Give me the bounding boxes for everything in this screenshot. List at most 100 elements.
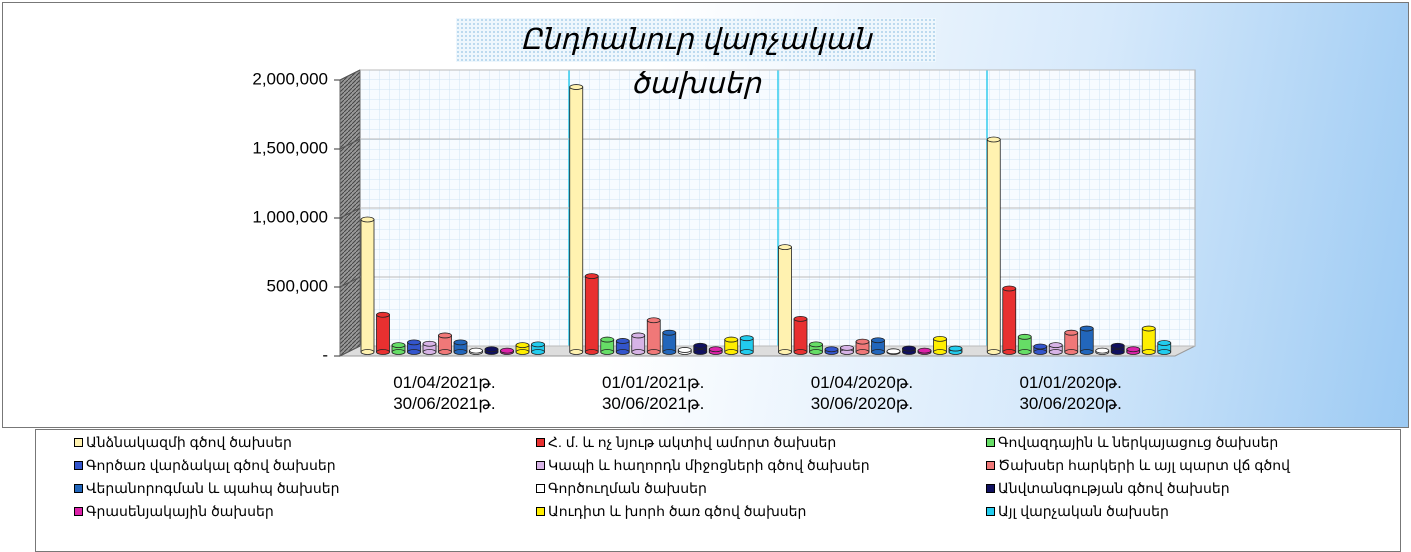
bar-top — [407, 339, 421, 346]
bar-base — [1017, 349, 1032, 355]
bar-base — [778, 349, 792, 355]
legend-item: Գործուղման ծախսեր — [536, 480, 707, 497]
bar-top — [1157, 340, 1172, 346]
bar-base — [584, 349, 599, 355]
bar-top — [631, 332, 646, 339]
bar-base — [360, 349, 375, 355]
bar-top — [886, 348, 901, 355]
bar-base — [600, 349, 615, 355]
grid-line — [339, 276, 361, 288]
bar-base — [646, 349, 661, 355]
chart: - 500,000 1,000,000 1,500,000 2,000,000 — [252, 69, 1196, 364]
bar-base — [376, 349, 390, 355]
legend-swatch — [74, 438, 83, 447]
bar-base — [1048, 349, 1063, 355]
bar-top — [1141, 325, 1156, 332]
bar-top — [824, 346, 839, 353]
bar — [360, 219, 375, 353]
bar-top — [515, 342, 530, 349]
bar-top — [453, 339, 468, 346]
bar — [778, 246, 792, 353]
bar — [584, 275, 599, 353]
legend-item: Գրասենյակային ծախսեր — [74, 503, 274, 520]
bar-top — [708, 346, 723, 353]
chart-title: Ընդհանուր վարչական ծախսեր — [456, 18, 936, 100]
bar-top — [391, 342, 406, 349]
bar-top — [584, 273, 599, 280]
bar-top — [469, 347, 483, 354]
bar-base — [453, 349, 468, 355]
bar-top — [531, 341, 545, 348]
bar-top — [986, 136, 1001, 143]
bar-top — [646, 317, 661, 324]
bar-top — [855, 338, 870, 345]
bar-top — [360, 216, 375, 223]
legend-item: Անձնակազմի գծով ծախսեր — [74, 434, 292, 451]
bar-top — [739, 335, 754, 342]
legend-item: Ծախսեր հարկերի և այլ պարտ վճ գծով — [986, 457, 1290, 474]
bar-top — [902, 345, 916, 352]
bar-base — [515, 349, 530, 355]
bar — [376, 314, 390, 353]
x-tick-label: 01/01/2021թ. 30/06/2021թ. — [601, 373, 705, 413]
legend-item: Կապի և հաղորդն միջոցների գծով ծախսեր — [536, 457, 870, 474]
bar-base — [438, 349, 452, 355]
bar — [1141, 328, 1156, 353]
legend-item: Անվտանգության գծով ծախսեր — [986, 480, 1230, 497]
legend-label: Անձնակազմի գծով ծախսեր — [86, 434, 292, 450]
legend-label: Գործառ վարձակալ գծով ծախսեր — [86, 457, 336, 473]
bar-top — [793, 315, 808, 322]
bar-top — [724, 336, 739, 343]
bar-base — [1079, 349, 1094, 355]
bar-top — [1033, 343, 1048, 350]
bar-base — [1141, 349, 1156, 355]
bar-top — [778, 244, 792, 251]
bar-base — [662, 349, 677, 355]
bar-top — [662, 329, 677, 336]
legend-swatch — [536, 461, 545, 470]
bar-base — [933, 349, 947, 355]
bar-base — [855, 349, 870, 355]
bar-base — [531, 349, 545, 355]
legend-label: Գրասենյակային ծախսեր — [86, 503, 274, 519]
bar-top — [917, 347, 932, 354]
legend-label: Ծախսեր հարկերի և այլ պարտ վճ գծով — [998, 457, 1291, 473]
bar-top — [693, 342, 708, 349]
bar-base — [407, 349, 421, 355]
bar-base — [809, 349, 823, 355]
legend-swatch — [536, 438, 545, 447]
legend-label: Հ. մ. և ոչ նյութ ակտիվ ամորտ ծախսեր — [548, 434, 837, 450]
legend-label: Աուդիտ և խորհ ծառ գծով ծախսեր — [548, 503, 807, 519]
legend-label: Այլ վարչական ծախսեր — [998, 503, 1169, 519]
bar-top — [840, 344, 854, 351]
bar-top — [948, 345, 963, 352]
bar-base — [1157, 349, 1172, 355]
bar-base — [1064, 349, 1079, 355]
bar — [986, 139, 1001, 353]
legend-swatch — [986, 438, 995, 447]
bar-base — [724, 349, 739, 355]
x-tick-label: 01/01/2020թ. 30/06/2020թ. — [1019, 373, 1122, 413]
bar-top — [1002, 285, 1017, 292]
bar-base — [693, 349, 708, 355]
bar-top — [500, 347, 514, 354]
bar — [793, 318, 808, 353]
legend-label: Անվտանգության գծով ծախսեր — [998, 480, 1230, 496]
legend-swatch — [74, 461, 83, 470]
x-tick-label: 01/04/2020թ. 30/06/2020թ. — [810, 373, 914, 413]
y-tick-label: 1,500,000 — [252, 138, 328, 157]
legend-swatch — [536, 507, 545, 516]
bar-top — [569, 84, 584, 90]
legend-label: Գովազդային և ներկայացուց ծախսեր — [998, 434, 1279, 450]
bar-base — [739, 349, 754, 355]
bar-top — [600, 336, 615, 343]
y-tick-label: - — [322, 345, 328, 364]
legend-label: Վերանորոգման և պահպ ծախսեր — [86, 480, 340, 496]
legend-label: Կապի և հաղորդն միջոցների գծով ծախսեր — [548, 457, 870, 473]
bar-top — [1048, 342, 1063, 349]
grid-line — [339, 69, 361, 81]
legend-swatch — [74, 507, 83, 516]
bar-top — [438, 332, 452, 339]
grid-line — [339, 138, 361, 150]
y-tick-label: 500,000 — [267, 276, 328, 295]
